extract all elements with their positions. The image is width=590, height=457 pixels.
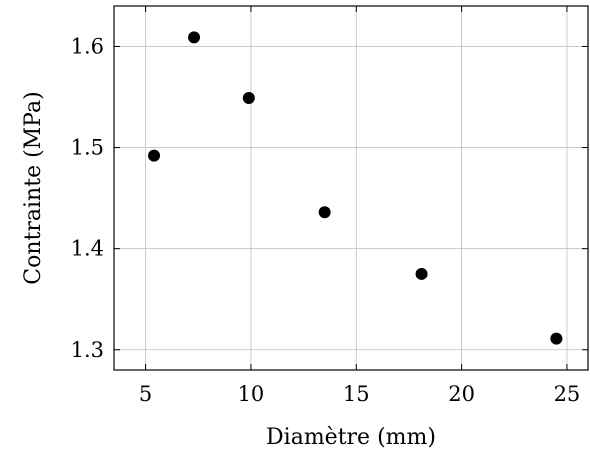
x-tick-label: 5 <box>139 382 152 406</box>
y-tick-label: 1.4 <box>71 237 104 261</box>
x-tick-label: 10 <box>238 382 265 406</box>
data-point <box>550 332 563 345</box>
data-point <box>148 149 161 162</box>
data-point <box>415 267 428 280</box>
plot-frame <box>113 5 589 371</box>
data-point <box>318 206 331 219</box>
tick-labels: 5 10 15 20 25 1.3 1.4 1.5 1.6 <box>71 34 581 406</box>
x-tick-label: 20 <box>448 382 475 406</box>
x-tick-label: 15 <box>343 382 370 406</box>
data-point <box>242 92 255 105</box>
data-points <box>148 31 563 345</box>
axis-ticks <box>114 6 588 370</box>
y-axis-label: Contrainte (MPa) <box>21 91 46 284</box>
y-tick-label: 1.3 <box>71 338 104 362</box>
data-point <box>188 31 201 44</box>
x-tick-label: 25 <box>554 382 581 406</box>
y-tick-label: 1.6 <box>71 34 104 58</box>
y-tick-label: 1.5 <box>71 136 104 160</box>
x-axis-label: Diamètre (mm) <box>266 425 436 450</box>
grid-lines <box>114 6 588 370</box>
